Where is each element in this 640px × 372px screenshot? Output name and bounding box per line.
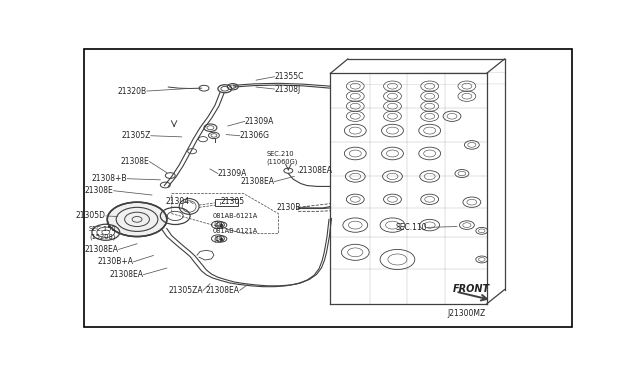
Text: FRONT: FRONT <box>453 284 490 294</box>
Text: SEC.150
(15208): SEC.150 (15208) <box>89 227 116 240</box>
Text: SEC.210
(11060G): SEC.210 (11060G) <box>266 151 298 164</box>
Text: 21308EA: 21308EA <box>84 245 118 254</box>
Text: 2130B: 2130B <box>276 203 301 212</box>
Text: 081AB-6121A
(1): 081AB-6121A (1) <box>213 228 258 242</box>
Text: SEC.110: SEC.110 <box>396 223 428 232</box>
Text: 21308J: 21308J <box>275 84 301 93</box>
Circle shape <box>108 202 167 237</box>
Text: 21308+B: 21308+B <box>92 174 127 183</box>
Text: 21304: 21304 <box>166 197 190 206</box>
Text: 21308E: 21308E <box>85 186 114 195</box>
FancyBboxPatch shape <box>84 49 572 327</box>
Text: 21308EA: 21308EA <box>298 166 332 175</box>
Text: 21305ZA: 21305ZA <box>168 286 203 295</box>
Text: 21320B: 21320B <box>118 87 147 96</box>
Text: 21309A: 21309A <box>244 117 274 126</box>
Text: 21308EA: 21308EA <box>205 286 240 295</box>
Text: B: B <box>218 236 221 241</box>
Text: J21300MZ: J21300MZ <box>447 309 485 318</box>
Text: 21306G: 21306G <box>240 131 269 140</box>
Text: 21305D: 21305D <box>76 211 106 221</box>
Text: 2130B+A: 2130B+A <box>97 257 134 266</box>
Text: 21305Z: 21305Z <box>122 131 151 140</box>
Text: 21309A: 21309A <box>218 169 247 178</box>
Text: 21355C: 21355C <box>275 72 304 81</box>
Text: 21308EA: 21308EA <box>241 177 275 186</box>
Text: 21308EA: 21308EA <box>109 270 143 279</box>
FancyBboxPatch shape <box>215 199 237 206</box>
Text: 21305: 21305 <box>220 197 244 206</box>
Text: 081AB-6121A
(1): 081AB-6121A (1) <box>213 213 258 227</box>
Text: B: B <box>218 222 221 228</box>
Text: 21308E: 21308E <box>121 157 150 166</box>
